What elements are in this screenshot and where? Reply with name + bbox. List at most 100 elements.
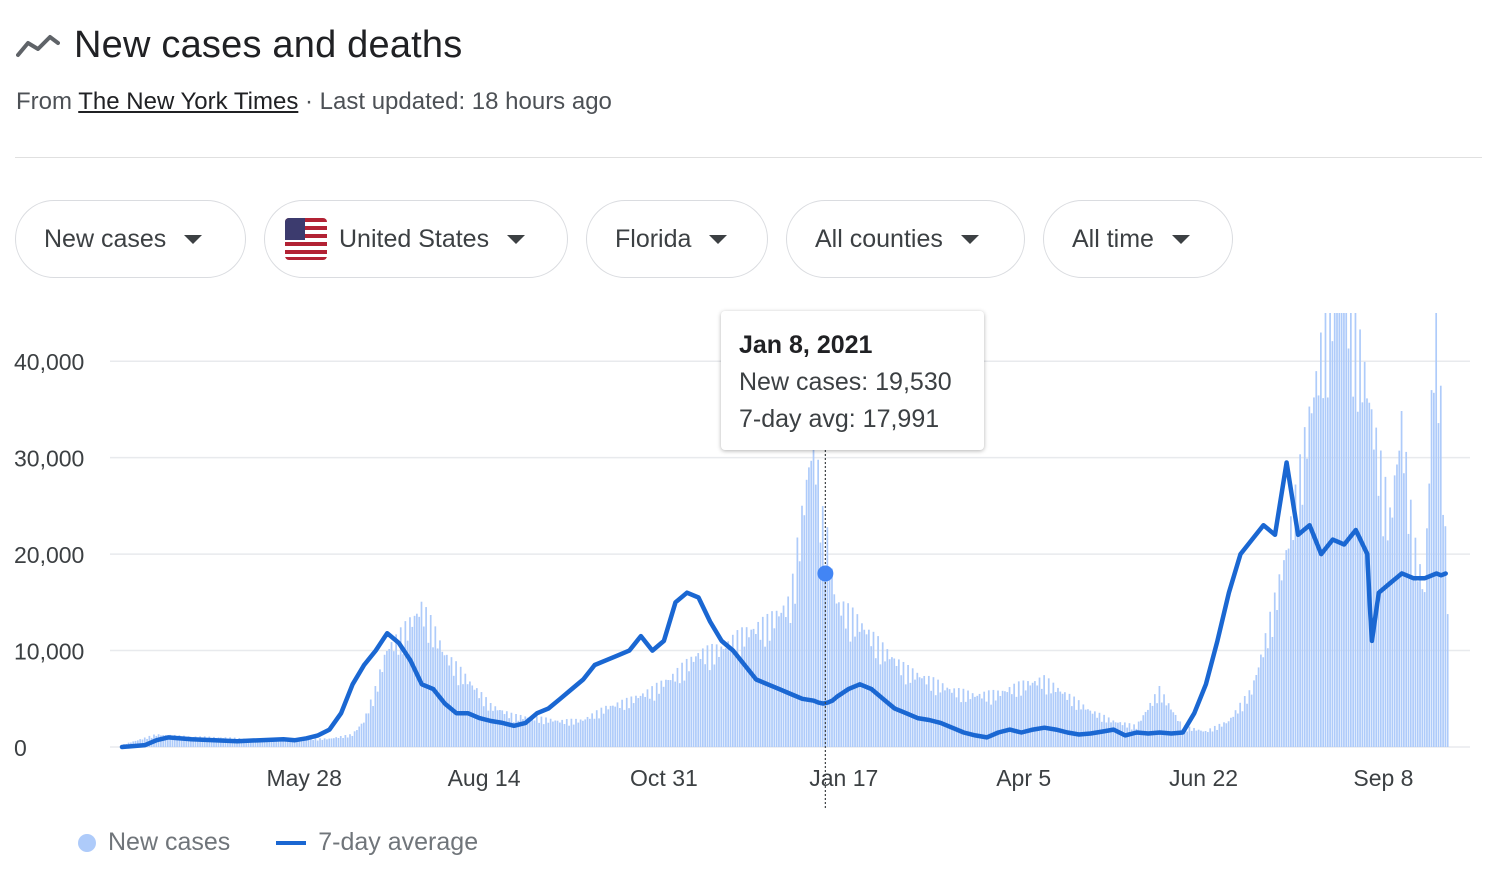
bar-new-cases bbox=[1200, 730, 1202, 747]
filter-metric-chip[interactable]: New cases bbox=[15, 200, 246, 278]
bar-new-cases bbox=[386, 650, 388, 747]
bar-new-cases bbox=[1144, 711, 1147, 747]
last-updated: · Last updated: 18 hours ago bbox=[305, 88, 612, 115]
bar-new-cases bbox=[249, 739, 252, 747]
bar-new-cases bbox=[397, 654, 400, 747]
bar-new-cases bbox=[725, 648, 727, 747]
source-link[interactable]: The New York Times bbox=[78, 88, 299, 115]
bar-new-cases bbox=[395, 634, 397, 747]
bar-new-cases bbox=[805, 479, 808, 747]
bar-new-cases bbox=[729, 651, 732, 747]
tooltip-date: Jan 8, 2021 bbox=[739, 331, 873, 359]
bar-new-cases bbox=[517, 720, 520, 747]
bar-new-cases bbox=[916, 672, 919, 747]
bar-new-cases bbox=[487, 710, 490, 747]
bar-new-cases bbox=[669, 680, 672, 747]
bar-new-cases bbox=[1209, 728, 1212, 747]
bar-new-cases bbox=[803, 515, 806, 747]
bar-new-cases bbox=[681, 662, 683, 747]
bar-new-cases bbox=[326, 739, 328, 747]
bar-new-cases bbox=[563, 724, 566, 747]
bar-new-cases bbox=[720, 646, 723, 747]
filter-country-chip[interactable]: United States bbox=[264, 200, 568, 278]
highlight-point bbox=[817, 565, 834, 582]
chip-label: United States bbox=[339, 224, 490, 253]
bar-new-cases bbox=[1022, 680, 1025, 747]
bar-new-cases bbox=[787, 596, 790, 747]
bar-new-cases bbox=[690, 656, 693, 747]
bar-new-cases bbox=[346, 737, 349, 747]
bar-new-cases bbox=[937, 679, 939, 747]
bar-new-cases bbox=[1133, 724, 1135, 747]
bar-new-cases bbox=[791, 573, 794, 747]
bar-new-cases bbox=[1183, 725, 1186, 747]
bar-new-cases bbox=[1110, 722, 1112, 747]
source-prefix: From bbox=[16, 88, 72, 115]
filter-state-chip[interactable]: Florida bbox=[586, 200, 768, 278]
bar-new-cases bbox=[630, 696, 633, 747]
bar-new-cases bbox=[701, 648, 704, 747]
bar-new-cases bbox=[605, 705, 607, 747]
bar-new-cases bbox=[821, 506, 824, 747]
bar-new-cases bbox=[194, 736, 197, 747]
bar-new-cases bbox=[1020, 695, 1022, 747]
bar-new-cases bbox=[545, 717, 547, 747]
bar-new-cases bbox=[1264, 633, 1267, 747]
bar-new-cases bbox=[1001, 690, 1004, 747]
bar-new-cases bbox=[201, 738, 204, 747]
bar-new-cases bbox=[1043, 675, 1045, 747]
bar-new-cases bbox=[171, 736, 174, 747]
bar-new-cases bbox=[757, 621, 760, 747]
bar-new-cases bbox=[844, 628, 847, 747]
bar-new-cases bbox=[1414, 537, 1417, 747]
bar-new-cases bbox=[411, 626, 414, 747]
bar-new-cases bbox=[427, 642, 430, 747]
bar-new-cases bbox=[369, 699, 372, 747]
bar-new-cases bbox=[1260, 654, 1262, 747]
bar-new-cases bbox=[342, 737, 344, 747]
bar-new-cases bbox=[492, 710, 494, 747]
bar-new-cases bbox=[704, 664, 706, 747]
bar-new-cases bbox=[279, 739, 282, 747]
bar-new-cases bbox=[185, 737, 188, 747]
bar-new-cases bbox=[582, 720, 584, 747]
filter-county-chip[interactable]: All counties bbox=[786, 200, 1025, 278]
bar-new-cases bbox=[1285, 550, 1288, 747]
bar-new-cases bbox=[1105, 722, 1108, 747]
bar-new-cases bbox=[300, 739, 303, 747]
bar-new-cases bbox=[1409, 499, 1412, 747]
bar-new-cases bbox=[865, 634, 868, 747]
bar-new-cases bbox=[247, 739, 250, 747]
bar-new-cases bbox=[559, 722, 561, 747]
bar-new-cases bbox=[1426, 528, 1428, 747]
bar-new-cases bbox=[482, 706, 485, 747]
bar-new-cases bbox=[685, 658, 688, 747]
bar-new-cases bbox=[339, 736, 342, 747]
bar-new-cases bbox=[381, 672, 384, 747]
bar-new-cases bbox=[964, 701, 967, 747]
bar-new-cases bbox=[646, 689, 649, 747]
bar-new-cases bbox=[1087, 709, 1089, 747]
bar-new-cases bbox=[314, 738, 317, 747]
bar-new-cases bbox=[1190, 730, 1193, 747]
bar-new-cases bbox=[1236, 713, 1239, 747]
bar-new-cases bbox=[282, 740, 284, 747]
bar-new-cases bbox=[1112, 720, 1115, 747]
bar-new-cases bbox=[621, 699, 623, 747]
bar-new-cases bbox=[607, 709, 610, 747]
bar-new-cases bbox=[1403, 473, 1405, 747]
filter-time-chip[interactable]: All time bbox=[1043, 200, 1233, 278]
bar-new-cases bbox=[434, 626, 437, 747]
bar-new-cases bbox=[1433, 392, 1435, 747]
bar-new-cases bbox=[572, 724, 575, 747]
bar-new-cases bbox=[819, 542, 822, 747]
bar-new-cases bbox=[1153, 694, 1156, 747]
bar-new-cases bbox=[376, 691, 379, 747]
bar-new-cases bbox=[351, 735, 354, 747]
bar-new-cases bbox=[549, 718, 552, 747]
bar-new-cases bbox=[632, 703, 635, 747]
bar-new-cases bbox=[1223, 722, 1225, 747]
bar-new-cases bbox=[768, 640, 771, 747]
bar-new-cases bbox=[614, 706, 617, 747]
bar-new-cases bbox=[978, 693, 981, 747]
